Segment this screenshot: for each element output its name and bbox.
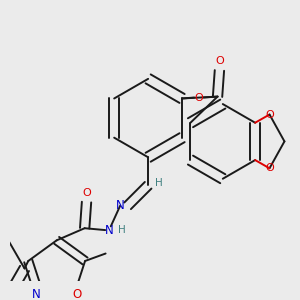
Text: O: O (265, 163, 274, 173)
Text: N: N (105, 224, 113, 237)
Text: O: O (72, 288, 82, 300)
Text: H: H (155, 178, 163, 188)
Text: O: O (265, 110, 274, 119)
Text: O: O (215, 56, 224, 66)
Text: N: N (32, 288, 41, 300)
Text: O: O (82, 188, 91, 198)
Text: H: H (118, 225, 126, 235)
Text: O: O (194, 92, 203, 103)
Text: N: N (116, 199, 124, 212)
